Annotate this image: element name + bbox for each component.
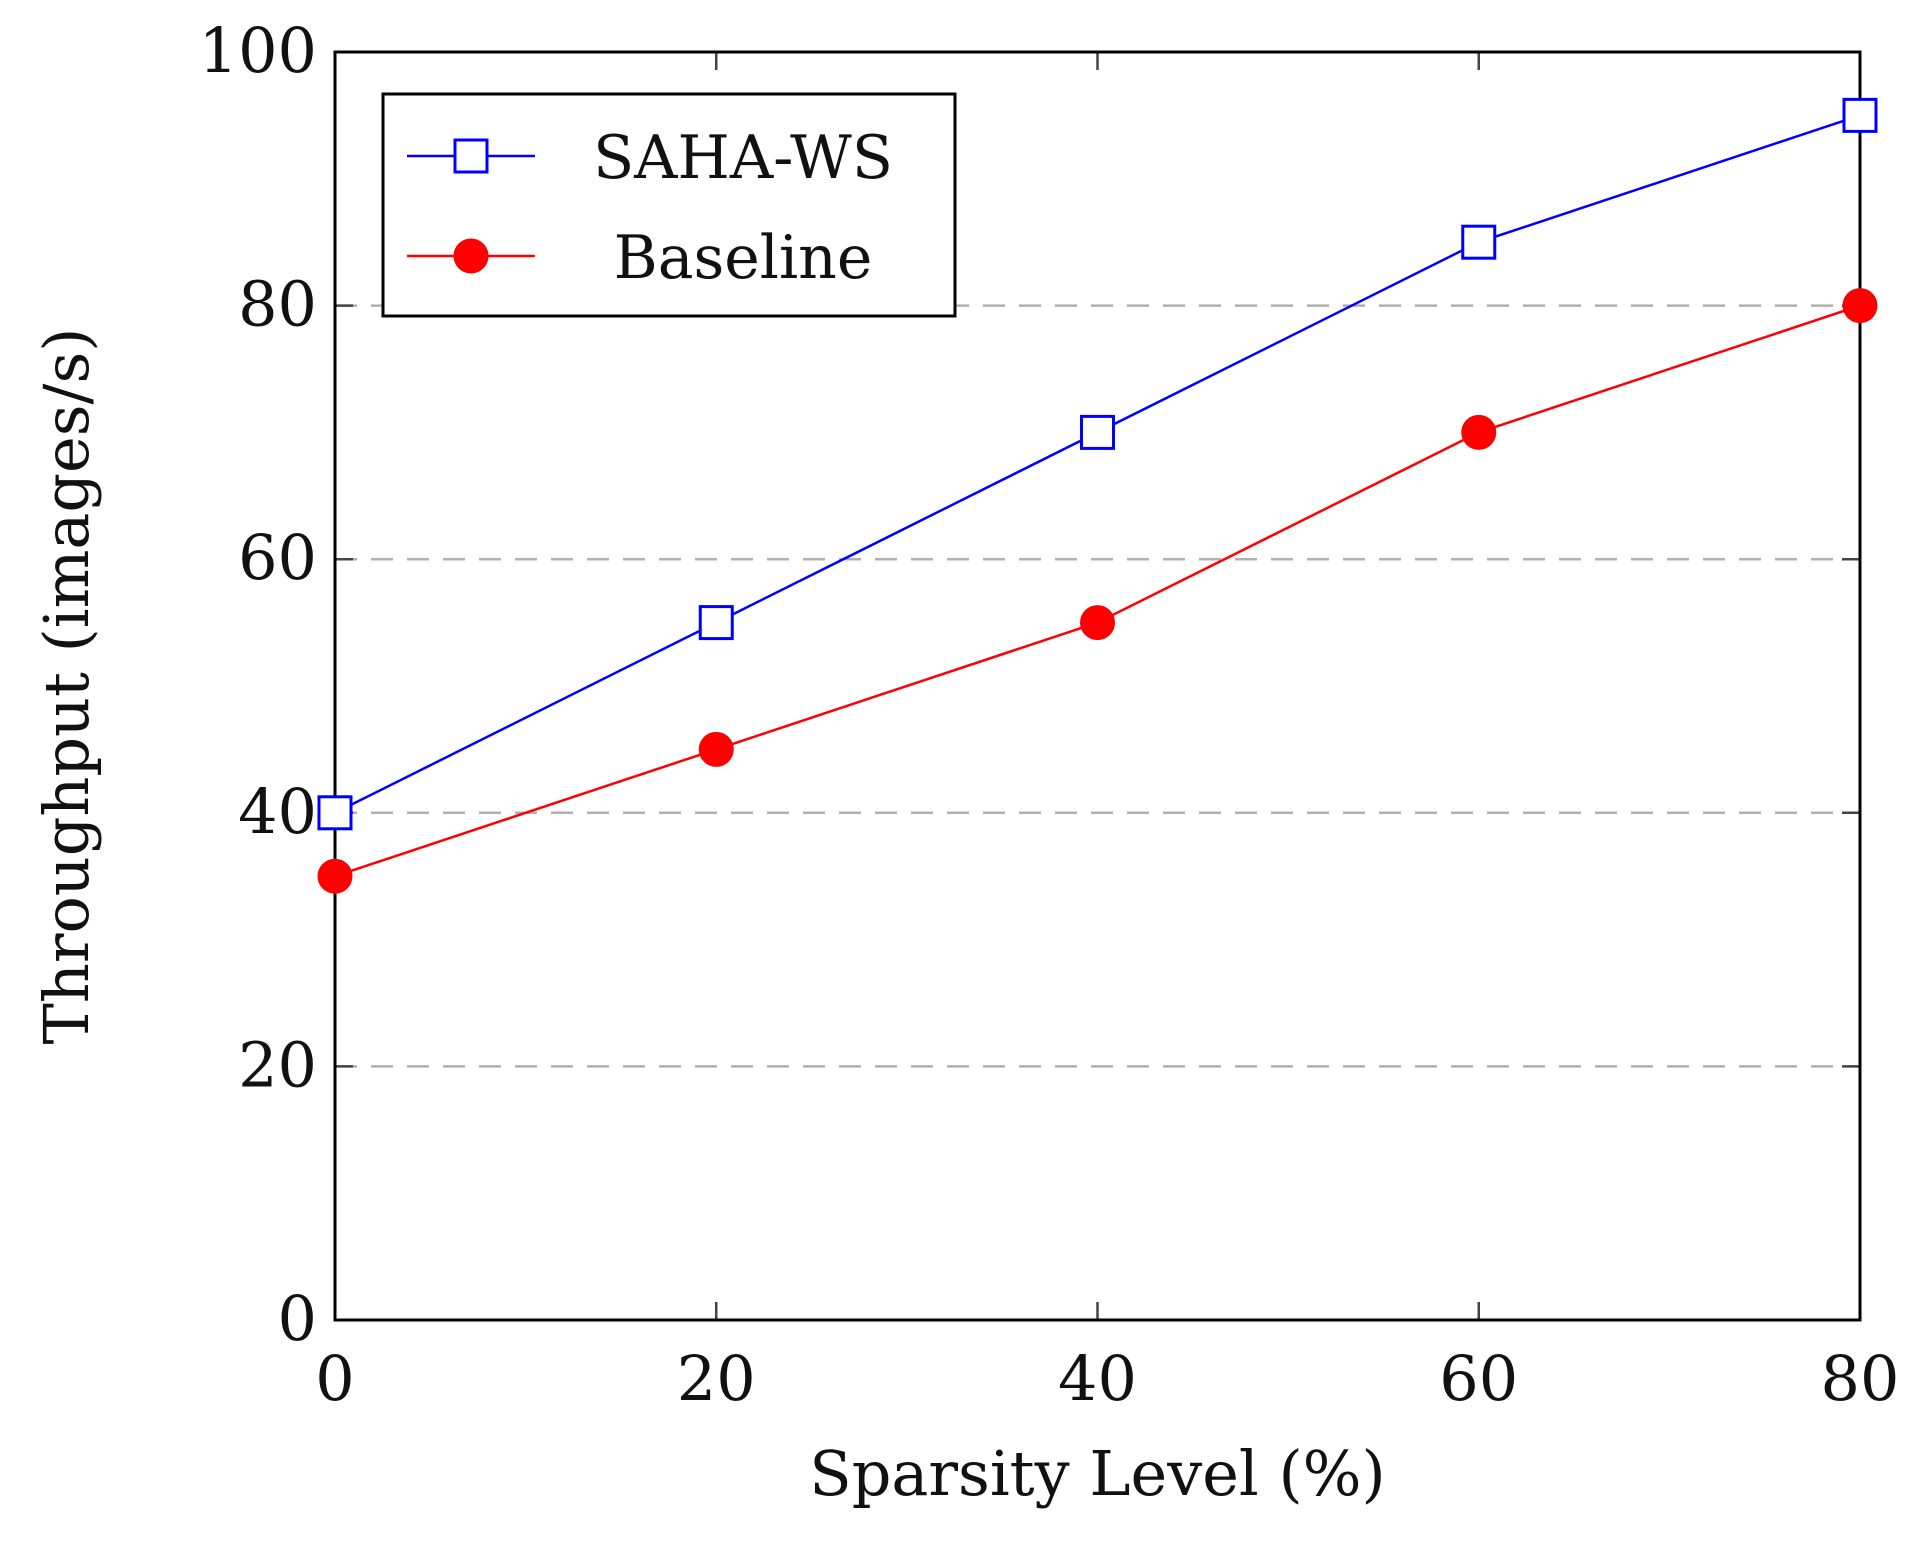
legend-item: Baseline xyxy=(407,223,872,293)
y-axis-title: Throughput (images/s) xyxy=(30,328,103,1045)
x-tick-label: 20 xyxy=(677,1342,756,1415)
y-tick-label: 60 xyxy=(238,521,317,594)
legend-item: SAHA-WS xyxy=(407,123,893,193)
data-point xyxy=(1080,414,1115,450)
series-saha-ws xyxy=(317,97,1878,831)
x-tick-label: 60 xyxy=(1439,1342,1518,1415)
y-tick-labels: 0 20 40 60 80 100 xyxy=(199,14,317,1355)
y-tick-label: 20 xyxy=(238,1028,317,1101)
x-tick-labels: 0 20 40 60 80 xyxy=(315,1342,1899,1415)
legend-box xyxy=(381,92,957,318)
x-tick-label: 0 xyxy=(315,1342,354,1415)
series-baseline xyxy=(317,288,1878,894)
y-tick-label: 80 xyxy=(238,268,317,341)
y-tick-label: 100 xyxy=(199,14,317,87)
plot-area-frame xyxy=(333,50,1862,1322)
legend-marker xyxy=(453,138,489,174)
legend-label: Baseline xyxy=(614,223,873,293)
data-point xyxy=(317,795,353,831)
data-point xyxy=(1461,414,1497,450)
data-point xyxy=(1842,97,1878,133)
x-tick-label: 40 xyxy=(1058,1342,1137,1415)
data-point xyxy=(698,731,734,767)
y-tick-label: 0 xyxy=(278,1282,317,1355)
data-point xyxy=(1080,605,1115,641)
data-point xyxy=(698,605,734,641)
legend: SAHA-WS Baseline xyxy=(381,92,957,318)
data-point xyxy=(317,858,353,894)
legend-label: SAHA-WS xyxy=(593,123,893,193)
data-point xyxy=(1461,224,1497,260)
y-tick-label: 40 xyxy=(238,775,317,848)
data-series xyxy=(317,97,1878,894)
x-tick-label: 80 xyxy=(1821,1342,1900,1415)
x-axis-title: Sparsity Level (%) xyxy=(809,1437,1385,1510)
legend-marker xyxy=(453,238,489,274)
data-point xyxy=(1842,288,1878,324)
